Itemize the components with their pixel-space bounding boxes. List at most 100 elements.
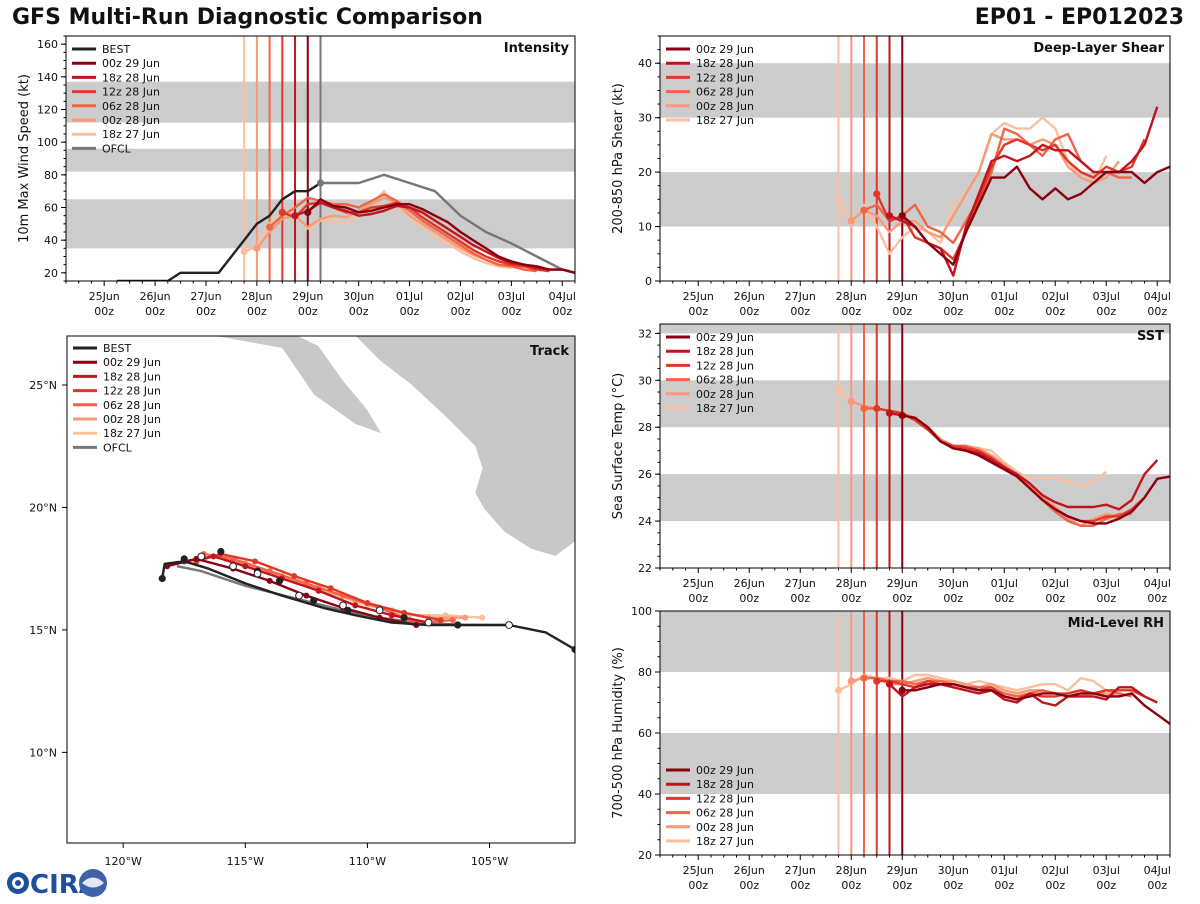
track-series-line (203, 552, 453, 624)
intensity-init-point (253, 244, 261, 252)
sst-legend-label: 00z 29 Jun (696, 331, 754, 344)
track-legend-label: 12z 28 Jun (103, 385, 161, 398)
shear-xtick-sublabel: 00z (1096, 305, 1116, 318)
intensity-init-point (240, 248, 248, 256)
track-series-line (225, 557, 483, 619)
intensity-legend-label: 18z 28 Jun (102, 71, 160, 84)
rh-xtick-sublabel: 00z (1045, 879, 1065, 892)
intensity-xtick-sublabel: 00z (552, 305, 572, 318)
intensity-series-line (306, 198, 575, 274)
sst-plot-area (660, 324, 1170, 568)
intensity-init-point (278, 208, 286, 216)
sst-panel-title: SST (1137, 329, 1164, 344)
rh-ytick-label: 80 (638, 666, 652, 679)
shear-ytick-label: 20 (638, 166, 652, 179)
sst-xtick-sublabel: 00z (790, 592, 810, 605)
intensity-legend-label: 12z 28 Jun (102, 86, 160, 99)
shear-xtick-sublabel: 00z (790, 305, 810, 318)
track-series-point (303, 592, 310, 599)
rh-panel-title: Mid-Level RH (1068, 616, 1164, 631)
sst-xtick-label: 02Jul (1042, 577, 1069, 590)
intensity-ytick-label: 120 (37, 104, 58, 117)
intensity-legend-label: 00z 28 Jun (102, 114, 160, 127)
rh-series-line (902, 683, 1170, 725)
rh-series-line (837, 673, 1108, 692)
intensity-ofcl-line (320, 173, 575, 274)
sst-xtick-label: 27Jun (785, 577, 816, 590)
shear-init-point (847, 217, 855, 225)
track-ofcl-point (375, 606, 384, 615)
intensity-ytick-label: 20 (44, 267, 58, 280)
track-series-point (401, 609, 408, 616)
rh-xtick-sublabel: 00z (892, 879, 912, 892)
track-legend-label: 18z 27 Jun (103, 427, 161, 440)
sst-legend-label: 18z 28 Jun (696, 345, 754, 358)
intensity-plot-area (66, 36, 575, 281)
sst-init-point (873, 404, 881, 413)
track-panel-title: Track (530, 344, 569, 359)
intensity-ofcl-init-point (316, 179, 325, 187)
rh-xtick-label: 27Jun (785, 864, 816, 877)
track-ytick-label: 25°N (29, 379, 57, 392)
sst-xtick-sublabel: 00z (994, 592, 1014, 605)
rh-legend-label: 12z 28 Jun (696, 792, 754, 805)
track-series-point (462, 614, 469, 621)
sst-xtick-label: 03Jul (1093, 577, 1120, 590)
rh-band (660, 611, 1170, 672)
page-title: GFS Multi-Run Diagnostic Comparison (12, 5, 483, 30)
track-series-point (210, 553, 217, 560)
sst-xtick-sublabel: 00z (841, 592, 861, 605)
rh-legend-label: 18z 27 Jun (696, 835, 754, 848)
track-series-point (242, 563, 249, 570)
rh-xtick-sublabel: 00z (1147, 879, 1167, 892)
shear-xtick-sublabel: 00z (841, 305, 861, 318)
shear-chart: 0 10 20 30 40 25Jun 00z 26Jun 00z 27Jun 00z 28Jun 00… (611, 35, 1171, 318)
shear-ytick-label: 40 (638, 57, 652, 70)
shear-legend-label: 00z 28 Jun (696, 100, 754, 113)
sst-legend-label: 18z 27 Jun (696, 402, 754, 415)
intensity-xtick-label: 27Jun (190, 290, 221, 303)
sst-xtick-label: 29Jun (887, 577, 918, 590)
track-legend-label: 18z 28 Jun (103, 370, 161, 383)
track-series-point (291, 573, 298, 580)
track-series-line (196, 552, 441, 622)
intensity-xtick-sublabel: 00z (247, 305, 267, 318)
sst-ylabel: Sea Surface Temp (°C) (611, 373, 626, 520)
track-ofcl-point (339, 601, 347, 610)
rh-init-point (860, 674, 868, 682)
rh-xtick-sublabel: 00z (943, 879, 963, 892)
track-ofcl-point (295, 591, 303, 600)
shear-ytick-label: 10 (638, 221, 652, 234)
sst-ytick-label: 26 (638, 468, 652, 481)
shear-xtick-label: 29Jun (887, 290, 918, 303)
intensity-best-line (116, 181, 322, 281)
shear-xtick-sublabel: 00z (739, 305, 759, 318)
shear-xtick-label: 02Jul (1042, 290, 1069, 303)
track-series-point (266, 577, 273, 584)
intensity-xtick-sublabel: 00z (451, 305, 471, 318)
rh-legend-label: 18z 28 Jun (696, 778, 754, 791)
intensity-ytick-label: 80 (44, 169, 58, 182)
shear-init-point (873, 190, 881, 198)
storm-id-label: EP01 - EP012023 (974, 5, 1184, 30)
sst-xtick-label: 30Jun (938, 577, 969, 590)
rh-ytick-label: 40 (638, 788, 652, 801)
track-best-point (275, 577, 284, 585)
track-legend-label: 00z 29 Jun (103, 356, 161, 369)
shear-series-line (901, 165, 1170, 266)
track-best-point (158, 574, 166, 583)
sst-xtick-label: 28Jun (836, 577, 867, 590)
track-ofcl-point (229, 562, 237, 571)
shear-xtick-label: 30Jun (938, 290, 969, 303)
intensity-ytick-label: 100 (37, 136, 58, 149)
track-best-point (180, 555, 188, 563)
sst-xtick-sublabel: 00z (892, 592, 912, 605)
intensity-xtick-sublabel: 00z (501, 305, 521, 318)
track-series-point (449, 617, 456, 624)
track-series-point (252, 558, 259, 565)
track-series-line (184, 555, 429, 624)
track-series-point (315, 587, 322, 594)
sst-xtick-label: 04Jul (1144, 577, 1171, 590)
intensity-ylabel: 10m Max Wind Speed (kt) (17, 74, 32, 243)
track-best-line (161, 560, 575, 651)
